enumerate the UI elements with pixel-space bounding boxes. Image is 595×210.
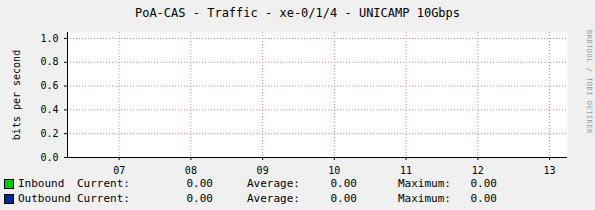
svg-text:0.0: 0.0 — [40, 152, 58, 163]
html-text:0.00: 0.00 — [330, 177, 357, 190]
svg-text:07: 07 — [113, 165, 125, 176]
html-text:Current:: Current: — [77, 177, 130, 190]
html-text:Average:: Average: — [247, 177, 300, 190]
html-text:RRDTOOL / TOBI OETIKER: RRDTOOL / TOBI OETIKER — [585, 30, 593, 134]
html-text:0.00: 0.00 — [186, 177, 213, 190]
html-text:Inbound: Inbound — [18, 177, 65, 190]
html-text:0.00: 0.00 — [470, 192, 497, 205]
svg-text:08: 08 — [185, 165, 197, 176]
svg-text:0.6: 0.6 — [40, 80, 58, 91]
svg-text:11: 11 — [400, 165, 412, 176]
svg-text:13: 13 — [544, 165, 556, 176]
html-text:Maximum:: Maximum: — [398, 192, 451, 205]
svg-text:10: 10 — [328, 165, 340, 176]
svg-text:0.4: 0.4 — [40, 104, 58, 115]
html-text:Current:: Current: — [77, 192, 130, 205]
html-text:0.00: 0.00 — [186, 192, 213, 205]
svg-text:0.2: 0.2 — [40, 128, 58, 139]
html-text:0.00: 0.00 — [470, 177, 497, 190]
html-text:0.00: 0.00 — [330, 192, 357, 205]
html-text:Outbound: Outbound — [18, 192, 71, 205]
html-text:Maximum:: Maximum: — [398, 177, 451, 190]
html-text:PoA-CAS - Traffic - xe-0/1/4 -: PoA-CAS - Traffic - xe-0/1/4 - UNICAMP 1… — [134, 6, 460, 20]
html-text:Average:: Average: — [247, 192, 300, 205]
svg-text:12: 12 — [472, 165, 484, 176]
svg-text:1.0: 1.0 — [40, 33, 58, 44]
svg-text:09: 09 — [257, 165, 269, 176]
svg-text:0.8: 0.8 — [40, 56, 58, 67]
svg-text:bits per second: bits per second — [11, 50, 22, 140]
